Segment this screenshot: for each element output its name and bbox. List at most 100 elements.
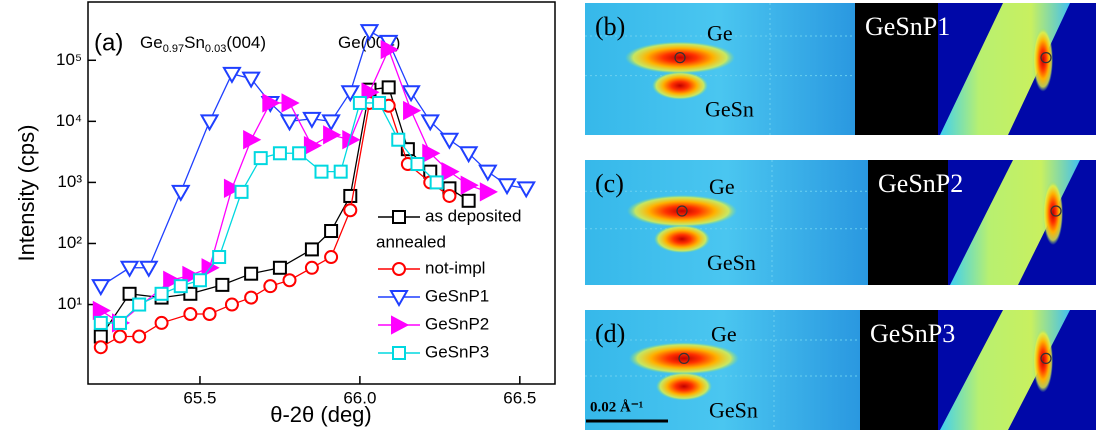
marker	[244, 290, 259, 305]
marker	[439, 132, 460, 150]
marker	[234, 184, 249, 199]
right-peak	[1033, 328, 1053, 393]
gesn-peak	[654, 225, 710, 253]
sample-label: GeSnP1	[865, 12, 950, 41]
marker	[461, 193, 476, 208]
marker	[282, 273, 297, 288]
marker	[93, 315, 108, 330]
x-tick-label: 65.5	[183, 388, 216, 407]
marker	[279, 114, 300, 132]
sample-label: GeSnP2	[878, 169, 963, 198]
ge-peak	[627, 195, 737, 227]
marker	[244, 266, 259, 281]
marker	[391, 315, 410, 335]
y-tick-label: 10¹	[57, 294, 82, 313]
marker	[272, 260, 287, 275]
marker	[516, 181, 536, 199]
marker	[324, 250, 339, 265]
marker	[392, 346, 406, 360]
map-label: (d)	[595, 319, 625, 348]
ge-label: Ge	[709, 174, 735, 199]
panel-label: (a)	[94, 29, 123, 56]
marker	[403, 100, 422, 121]
marker	[171, 184, 191, 202]
gesn-label: GeSn	[707, 250, 756, 275]
marker	[253, 151, 268, 166]
peak-marker	[1040, 352, 1052, 364]
marker	[272, 146, 287, 161]
peak-marker	[676, 205, 688, 217]
legend-label: GeSnP3	[425, 342, 489, 361]
map-background	[585, 310, 860, 430]
marker	[429, 175, 444, 190]
marker	[199, 114, 220, 132]
marker	[183, 307, 198, 322]
marker	[215, 277, 230, 292]
marker	[460, 175, 479, 195]
map-background	[585, 160, 868, 285]
marker	[119, 260, 140, 278]
right-peak	[1033, 27, 1053, 92]
map-label: (c)	[595, 169, 624, 198]
marker	[401, 85, 421, 103]
map-label: (b)	[595, 12, 625, 41]
marker	[223, 178, 243, 198]
map-black	[868, 160, 948, 285]
peak-marker	[1040, 52, 1052, 64]
annotation-part: (004)	[226, 33, 266, 52]
marker	[241, 71, 261, 89]
marker	[132, 297, 147, 312]
marker	[392, 262, 406, 276]
marker	[139, 260, 159, 278]
maps: (b) Ge GeSn GeSnP1 (c) Ge GeSn GeSnP2 (d) Ge GeSn G…	[585, 3, 1096, 430]
legend-label: not-impl	[425, 258, 485, 277]
x-tick-label: 66.0	[343, 388, 376, 407]
legend-group-label: annealed	[376, 232, 446, 251]
gesn-label: GeSn	[705, 97, 754, 122]
marker	[163, 270, 182, 290]
map-background	[585, 3, 855, 135]
marker	[359, 24, 380, 42]
marker	[372, 95, 387, 110]
gesn-peak	[652, 71, 708, 100]
annotation-part: 0.03	[205, 43, 226, 55]
marker	[112, 329, 127, 344]
marker	[212, 250, 227, 265]
gesn-label: GeSn	[709, 397, 758, 422]
marker	[478, 164, 498, 182]
right-peak	[1043, 181, 1063, 245]
ge-peak	[625, 41, 735, 74]
marker	[324, 224, 339, 239]
ge-label: Ge	[707, 21, 733, 46]
marker	[441, 161, 460, 182]
gesn-peak	[656, 372, 712, 401]
marker	[302, 111, 322, 129]
marker	[392, 210, 406, 224]
y-axis-label: Intensity (cps)	[14, 125, 39, 262]
marker	[154, 286, 169, 301]
marker	[112, 315, 127, 330]
annotation-part: Ge	[140, 33, 163, 52]
marker	[352, 95, 367, 110]
legend-label: GeSnP1	[425, 286, 489, 305]
marker	[122, 286, 137, 301]
peak-marker	[674, 52, 686, 64]
sample-label: GeSnP3	[870, 319, 955, 348]
marker	[321, 114, 341, 132]
marker	[323, 125, 342, 145]
marker	[479, 182, 498, 202]
marker	[292, 146, 307, 161]
marker	[391, 132, 406, 147]
marker	[381, 80, 396, 95]
annotation: Ge0.97Sn0.03(004)	[140, 33, 266, 54]
peak-marker	[1050, 205, 1062, 217]
marker	[243, 130, 262, 150]
x-axis-label: θ-2θ (deg)	[270, 402, 372, 427]
marker	[422, 143, 441, 163]
marker	[303, 135, 323, 156]
marker	[380, 39, 399, 60]
legend-label: as deposited	[425, 206, 521, 225]
marker	[314, 164, 329, 179]
y-tick-label: 10⁵	[56, 50, 82, 69]
